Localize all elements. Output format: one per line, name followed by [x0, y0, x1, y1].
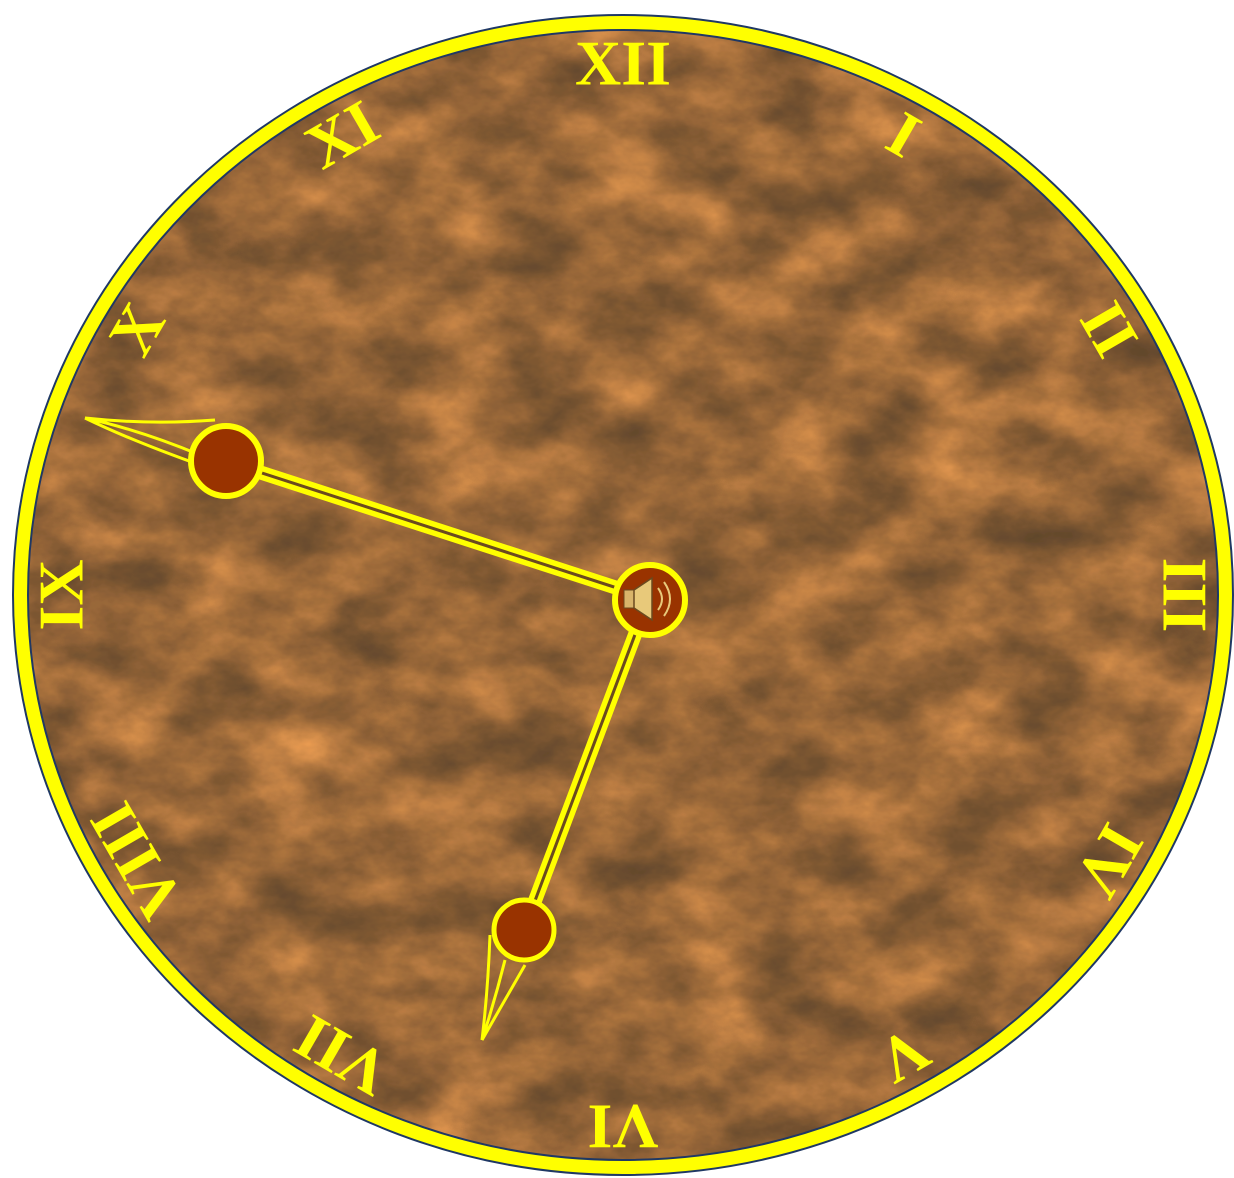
hour-hand	[480, 597, 655, 1041]
numeral: III	[1149, 558, 1220, 633]
minute-hand	[84, 416, 651, 605]
speaker-button[interactable]	[612, 562, 688, 638]
face-edge	[27, 29, 1219, 1161]
numeral: XII	[575, 28, 671, 99]
numeral: VI	[587, 1091, 658, 1162]
numeral: IX	[26, 559, 97, 630]
